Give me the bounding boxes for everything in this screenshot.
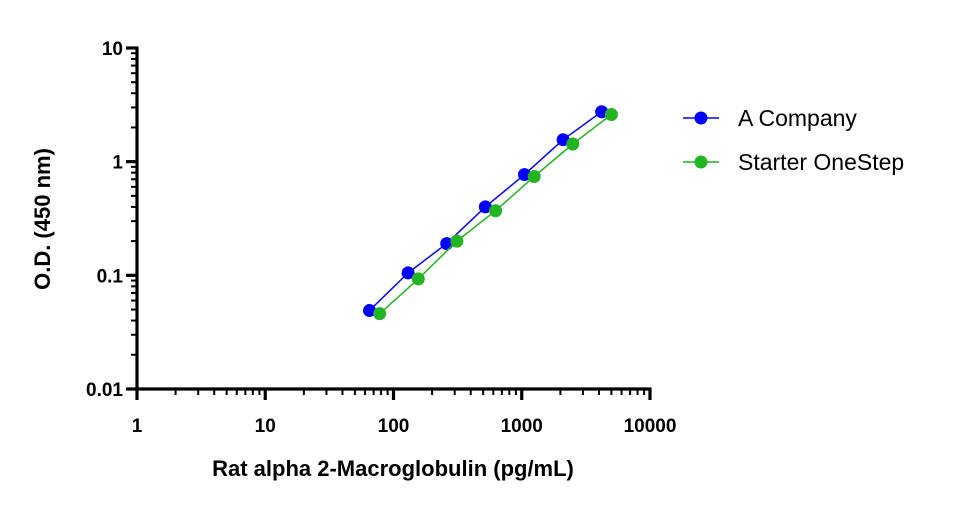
- series-2: [373, 107, 618, 321]
- data-point: [450, 234, 464, 248]
- legend-marker: [694, 155, 708, 169]
- data-point: [363, 304, 377, 318]
- y-tick-label: 0.1: [97, 266, 124, 287]
- data-point: [401, 266, 415, 280]
- y-tick-label: 10: [102, 39, 123, 60]
- y-tick-label: 0.01: [86, 380, 123, 401]
- legend: A Company Starter OneStep: [683, 105, 904, 175]
- x-tick-label: 10000: [624, 416, 677, 437]
- x-tick-label: 1: [132, 416, 143, 437]
- data-point: [604, 107, 618, 121]
- data-point: [489, 204, 503, 218]
- series-1: [363, 105, 609, 318]
- data-point: [411, 272, 425, 286]
- data-point: [517, 168, 531, 182]
- legend-marker: [694, 111, 708, 125]
- data-point: [566, 137, 580, 151]
- x-tick-label: 10: [255, 416, 276, 437]
- series-layer: [363, 105, 618, 321]
- data-point: [556, 133, 570, 147]
- data-point: [478, 200, 492, 214]
- data-point: [373, 307, 387, 321]
- data-point: [527, 170, 541, 184]
- axes: 1 10 100 1000 10000 0.01 0.1 1 10: [86, 39, 676, 437]
- x-axis-title: Rat alpha 2-Macroglobulin (pg/mL): [212, 456, 574, 481]
- legend-label: A Company: [738, 105, 857, 131]
- x-tick-label: 100: [378, 416, 410, 437]
- legend-label: Starter OneStep: [738, 149, 904, 175]
- x-tick-label: 1000: [501, 416, 543, 437]
- y-axis-title: O.D. (450 nm): [30, 148, 55, 290]
- y-tick-label: 1: [112, 153, 123, 174]
- legend-item-1: A Company: [683, 105, 857, 131]
- legend-item-2: Starter OneStep: [683, 149, 904, 175]
